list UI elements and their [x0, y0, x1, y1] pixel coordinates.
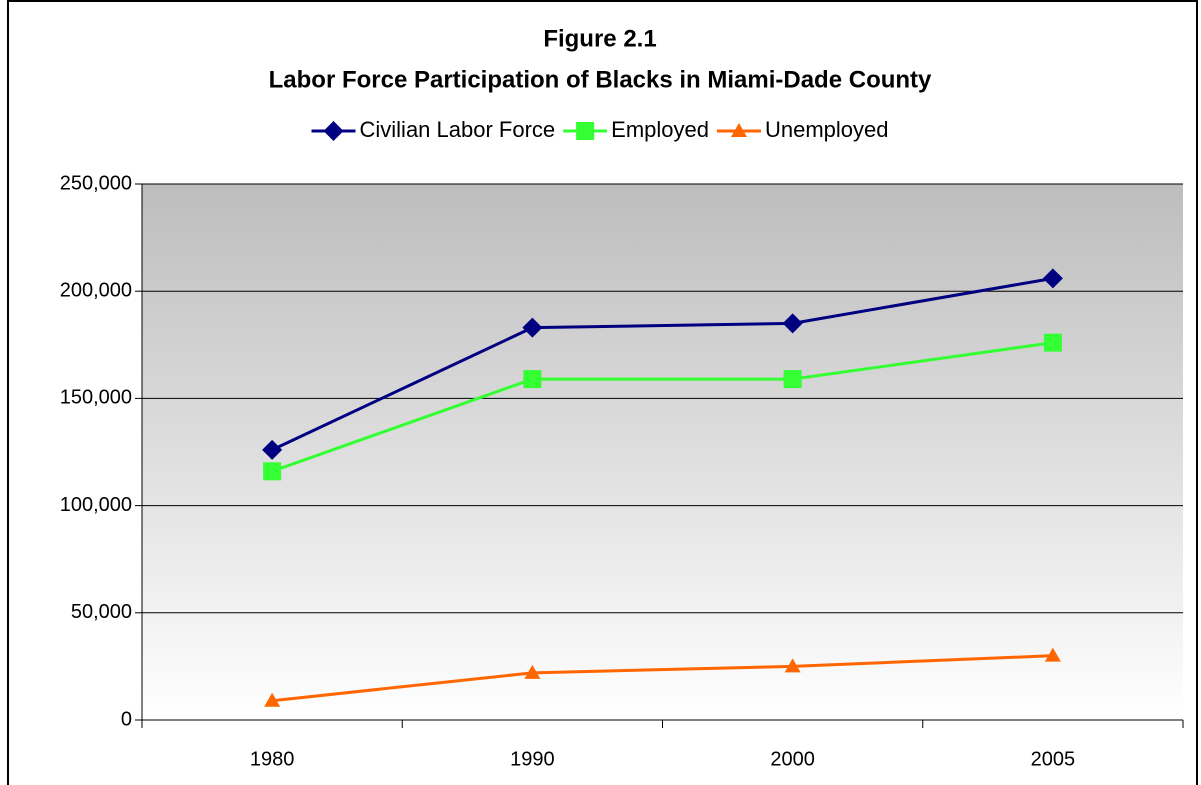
plot-area: [142, 184, 1183, 720]
marker: [262, 439, 283, 460]
marker: [783, 370, 802, 389]
x-tick-label: 2000: [770, 748, 815, 770]
legend-label: Employed: [611, 117, 709, 142]
marker: [522, 317, 543, 338]
chart-title: Figure 2.1: [543, 25, 656, 52]
marker: [1044, 647, 1061, 662]
marker: [1043, 333, 1062, 352]
legend-marker: [730, 123, 747, 137]
legend-label: Civilian Labor Force: [360, 117, 556, 142]
legend-marker: [576, 122, 595, 140]
y-tick-label: 150,000: [60, 387, 132, 409]
y-tick-label: 50,000: [71, 601, 132, 623]
chart-subtitle: Labor Force Participation of Blacks in M…: [269, 66, 932, 93]
marker: [524, 664, 541, 679]
y-tick-label: 100,000: [60, 494, 132, 516]
series-line: [271, 341, 1054, 473]
y-tick-label: 200,000: [60, 279, 132, 301]
marker: [1042, 268, 1063, 289]
marker: [784, 658, 801, 673]
y-tick-label: 250,000: [60, 172, 132, 194]
y-tick-label: 0: [121, 708, 132, 730]
series-line: [271, 654, 1053, 703]
series-line: [271, 276, 1054, 452]
x-tick-label: 1990: [510, 748, 555, 770]
x-tick-label: 2005: [1031, 748, 1076, 770]
x-tick-label: 1980: [250, 748, 295, 770]
marker: [264, 692, 281, 707]
marker: [263, 462, 282, 481]
legend-label: Unemployed: [765, 117, 889, 142]
marker: [782, 313, 803, 334]
marker: [523, 370, 542, 389]
legend-marker: [323, 121, 344, 141]
